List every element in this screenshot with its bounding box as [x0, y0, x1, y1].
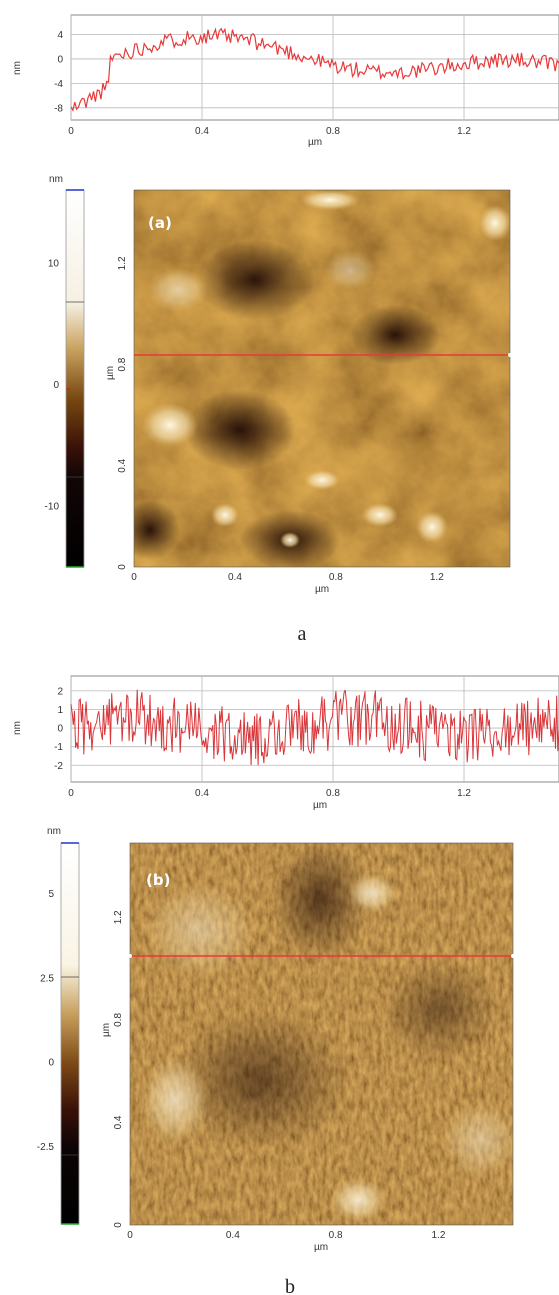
y-tick-label: 1	[57, 705, 63, 716]
y-tick-label: 0	[57, 54, 63, 65]
afm-image-b: (b) 0 0.4 0.8 1.2 0 0.4 0.8 1.2 µm µm	[101, 842, 515, 1253]
figure-caption: b	[285, 1276, 295, 1295]
figure-b: 2 1 0 -1 -2 0 0.4 0.8 1.2 nm µm nm 5 2.5 0 -2.5	[12, 675, 559, 1295]
x-tick-label: 1.2	[457, 788, 471, 799]
colorbar-gradient	[65, 189, 85, 568]
y-tick-label: -1	[54, 742, 63, 753]
image-y-ticks: 0 0.4 0.8 1.2	[117, 256, 128, 570]
y-tick-label: 0	[113, 1222, 124, 1228]
profile-y-unit: nm	[12, 721, 23, 735]
colorbar-tick-label: -10	[45, 502, 60, 513]
colorbar-tick-label: 2.5	[40, 973, 54, 984]
y-tick-label: 0	[117, 564, 128, 570]
x-tick-label: 0.4	[195, 126, 209, 137]
profile-y-ticks: 4 0 -4 -8	[54, 30, 63, 114]
colorbar-tick-label: -2.5	[37, 1142, 55, 1153]
colorbar-a: nm 10 0 -10	[45, 174, 85, 568]
profile-plot-b: 2 1 0 -1 -2 0 0.4 0.8 1.2 nm µm	[12, 675, 559, 811]
y-tick-label: 0.4	[117, 458, 128, 472]
x-tick-label: 0	[127, 1230, 133, 1241]
x-tick-label: 0.8	[326, 788, 340, 799]
image-y-ticks: 0 0.4 0.8 1.2	[113, 910, 124, 1228]
profile-x-unit: µm	[308, 137, 322, 148]
colorbar-gradient	[60, 842, 80, 1225]
profile-trace	[70, 27, 559, 112]
x-tick-label: 0.4	[226, 1230, 240, 1241]
colorbar-tick-label: 0	[53, 380, 59, 391]
y-tick-label: -4	[54, 79, 63, 90]
profile-grid	[70, 15, 559, 120]
colorbar-b: nm 5 2.5 0 -2.5	[37, 826, 80, 1225]
y-tick-label: 2	[57, 686, 63, 697]
y-tick-label: 0.8	[117, 357, 128, 371]
profile-plot-a: 4 0 -4 -8 0 0.4 0.8 1.2 nm µm	[12, 14, 559, 148]
y-tick-label: 4	[57, 30, 63, 41]
x-tick-label: 0.8	[326, 126, 340, 137]
figure-a: 4 0 -4 -8 0 0.4 0.8 1.2 nm µm nm 10 0 -10	[12, 14, 559, 645]
profile-y-unit: nm	[12, 61, 23, 75]
afm-image-frame	[133, 189, 511, 568]
image-x-ticks: 0 0.4 0.8 1.2	[131, 572, 444, 583]
y-tick-label: -8	[54, 103, 63, 114]
y-tick-label: 1.2	[117, 256, 128, 270]
profile-plot-frame	[70, 14, 559, 121]
image-y-unit: µm	[101, 1023, 112, 1037]
afm-image-frame	[129, 842, 514, 1226]
y-tick-label: 0	[57, 724, 63, 735]
x-tick-label: 0	[131, 572, 137, 583]
image-x-ticks: 0 0.4 0.8 1.2	[127, 1230, 446, 1241]
figure-caption: a	[298, 623, 307, 645]
colorbar-tick-label: 0	[48, 1058, 54, 1069]
y-tick-label: -2	[54, 761, 63, 772]
afm-image-a: (a) 0 0.4 0.8 1.2 0 0.4 0.8 1.2 µm µm	[105, 189, 512, 595]
image-x-unit: µm	[315, 584, 329, 595]
x-tick-label: 1.2	[432, 1230, 446, 1241]
x-tick-label: 0.4	[195, 788, 209, 799]
profile-trace	[70, 689, 559, 766]
image-y-unit: µm	[105, 366, 116, 380]
image-x-unit: µm	[314, 1242, 328, 1253]
profile-x-ticks: 0 0.4 0.8 1.2	[68, 788, 471, 799]
colorbar-unit: nm	[47, 826, 61, 837]
profile-x-ticks: 0 0.4 0.8 1.2	[68, 126, 471, 137]
panel-label: (b)	[146, 871, 170, 889]
x-tick-label: 0	[68, 788, 74, 799]
colorbar-unit: nm	[49, 174, 63, 185]
x-tick-label: 1.2	[430, 572, 444, 583]
x-tick-label: 1.2	[457, 126, 471, 137]
profile-y-ticks: 2 1 0 -1 -2	[54, 686, 63, 771]
colorbar-ticks: 10 0 -10	[45, 258, 60, 512]
x-tick-label: 0.4	[228, 572, 242, 583]
profile-x-unit: µm	[313, 800, 327, 811]
colorbar-ticks: 5 2.5 0 -2.5	[37, 889, 55, 1153]
scan-line-handle	[511, 954, 515, 958]
panel-label: (a)	[148, 214, 172, 232]
x-tick-label: 0.8	[329, 1230, 343, 1241]
y-tick-label: 1.2	[113, 910, 124, 924]
y-tick-label: 0.4	[113, 1115, 124, 1129]
colorbar-tick-label: 5	[48, 889, 54, 900]
scan-line-handle	[508, 353, 512, 357]
scan-line-handle	[128, 954, 132, 958]
x-tick-label: 0	[68, 126, 74, 137]
y-tick-label: 0.8	[113, 1013, 124, 1027]
colorbar-tick-label: 10	[48, 258, 60, 269]
x-tick-label: 0.8	[329, 572, 343, 583]
